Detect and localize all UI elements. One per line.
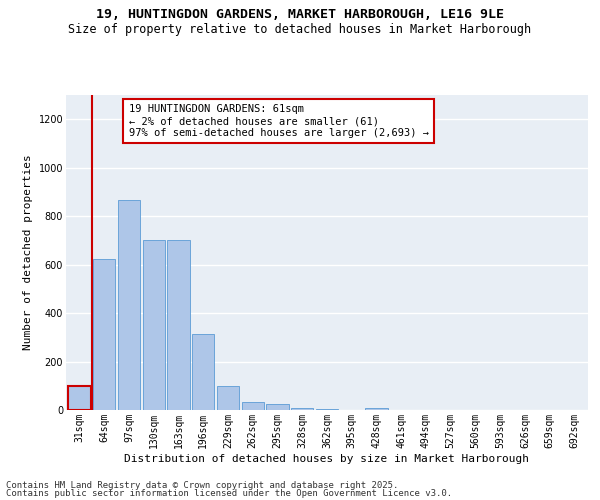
Bar — [316, 409, 338, 410]
Bar — [118, 200, 140, 410]
Bar — [266, 404, 289, 410]
Text: Contains HM Land Registry data © Crown copyright and database right 2025.: Contains HM Land Registry data © Crown c… — [6, 480, 398, 490]
Bar — [143, 240, 165, 410]
Text: 19 HUNTINGDON GARDENS: 61sqm
← 2% of detached houses are smaller (61)
97% of sem: 19 HUNTINGDON GARDENS: 61sqm ← 2% of det… — [128, 104, 428, 138]
Bar — [291, 408, 313, 410]
Bar — [217, 386, 239, 410]
Bar — [242, 402, 264, 410]
X-axis label: Distribution of detached houses by size in Market Harborough: Distribution of detached houses by size … — [125, 454, 530, 464]
Bar — [167, 240, 190, 410]
Bar — [365, 408, 388, 410]
Bar — [93, 258, 115, 410]
Bar — [192, 334, 214, 410]
Bar — [68, 386, 91, 410]
Text: 19, HUNTINGDON GARDENS, MARKET HARBOROUGH, LE16 9LE: 19, HUNTINGDON GARDENS, MARKET HARBOROUG… — [96, 8, 504, 20]
Text: Size of property relative to detached houses in Market Harborough: Size of property relative to detached ho… — [68, 22, 532, 36]
Text: Contains public sector information licensed under the Open Government Licence v3: Contains public sector information licen… — [6, 489, 452, 498]
Y-axis label: Number of detached properties: Number of detached properties — [23, 154, 33, 350]
